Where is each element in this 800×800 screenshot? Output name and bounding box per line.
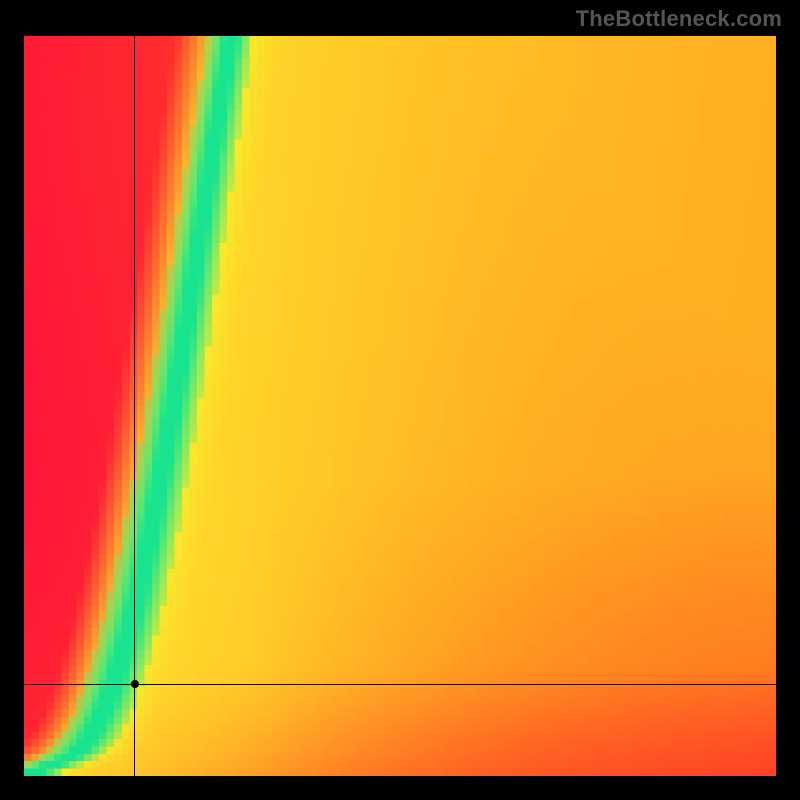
crosshair-marker: [131, 680, 139, 688]
crosshair-vertical: [134, 36, 135, 776]
heatmap-canvas: [24, 36, 776, 776]
watermark-text: TheBottleneck.com: [576, 6, 782, 32]
plot-area: [24, 36, 776, 776]
chart-container: TheBottleneck.com: [0, 0, 800, 800]
